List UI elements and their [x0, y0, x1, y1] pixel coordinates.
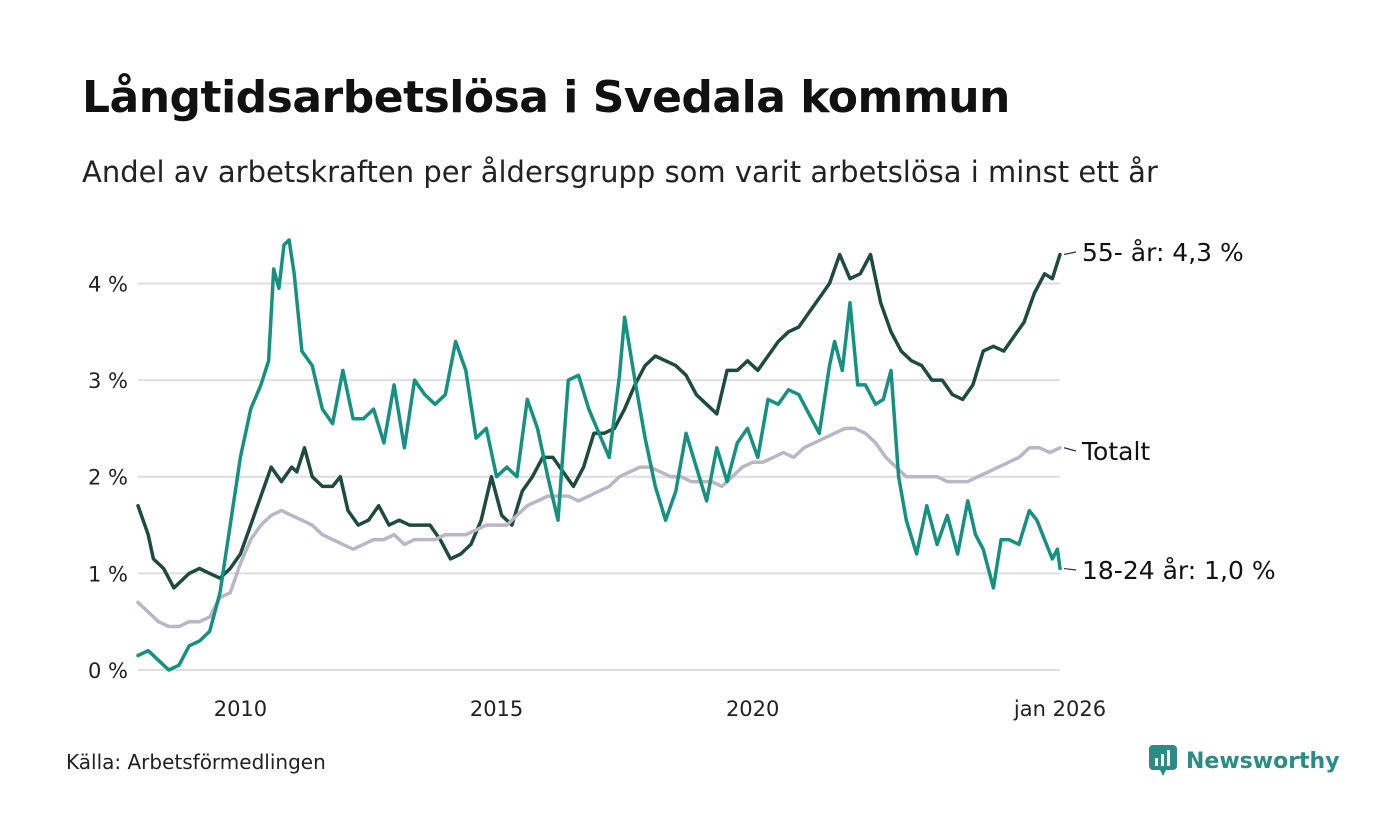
chart-title: Långtidsarbetslösa i Svedala kommun	[82, 72, 1010, 123]
y-tick-label: 0 %	[88, 659, 128, 683]
end-label-leader	[1063, 567, 1077, 571]
y-tick-label: 1 %	[88, 562, 128, 586]
chart-subtitle: Andel av arbetskraften per åldersgrupp s…	[82, 155, 1158, 189]
x-tick-label: 2020	[726, 697, 779, 721]
end-label: 55- år: 4,3 %	[1082, 238, 1244, 267]
x-tick-label: 2010	[214, 697, 267, 721]
newsworthy-logo-icon	[1149, 745, 1177, 776]
series-line-totalt	[136, 426, 1062, 629]
end-label: Totalt	[1081, 437, 1150, 466]
series-line-18-24-r	[136, 238, 1062, 672]
end-label-leader	[1063, 251, 1077, 256]
y-tick-label: 4 %	[88, 272, 128, 296]
series-line-55-r	[136, 252, 1062, 590]
end-label: 18-24 år: 1,0 %	[1082, 556, 1276, 585]
brand-name: Newsworthy	[1186, 748, 1340, 774]
x-tick-label: 2015	[470, 697, 523, 721]
end-label-leader	[1063, 447, 1077, 452]
source-note: Källa: Arbetsförmedlingen	[66, 750, 326, 774]
y-tick-label: 2 %	[88, 466, 128, 490]
brand-logo: Newsworthy	[1148, 744, 1340, 778]
y-tick-label: 3 %	[88, 369, 128, 393]
x-tick-label: jan 2026	[1013, 697, 1106, 721]
